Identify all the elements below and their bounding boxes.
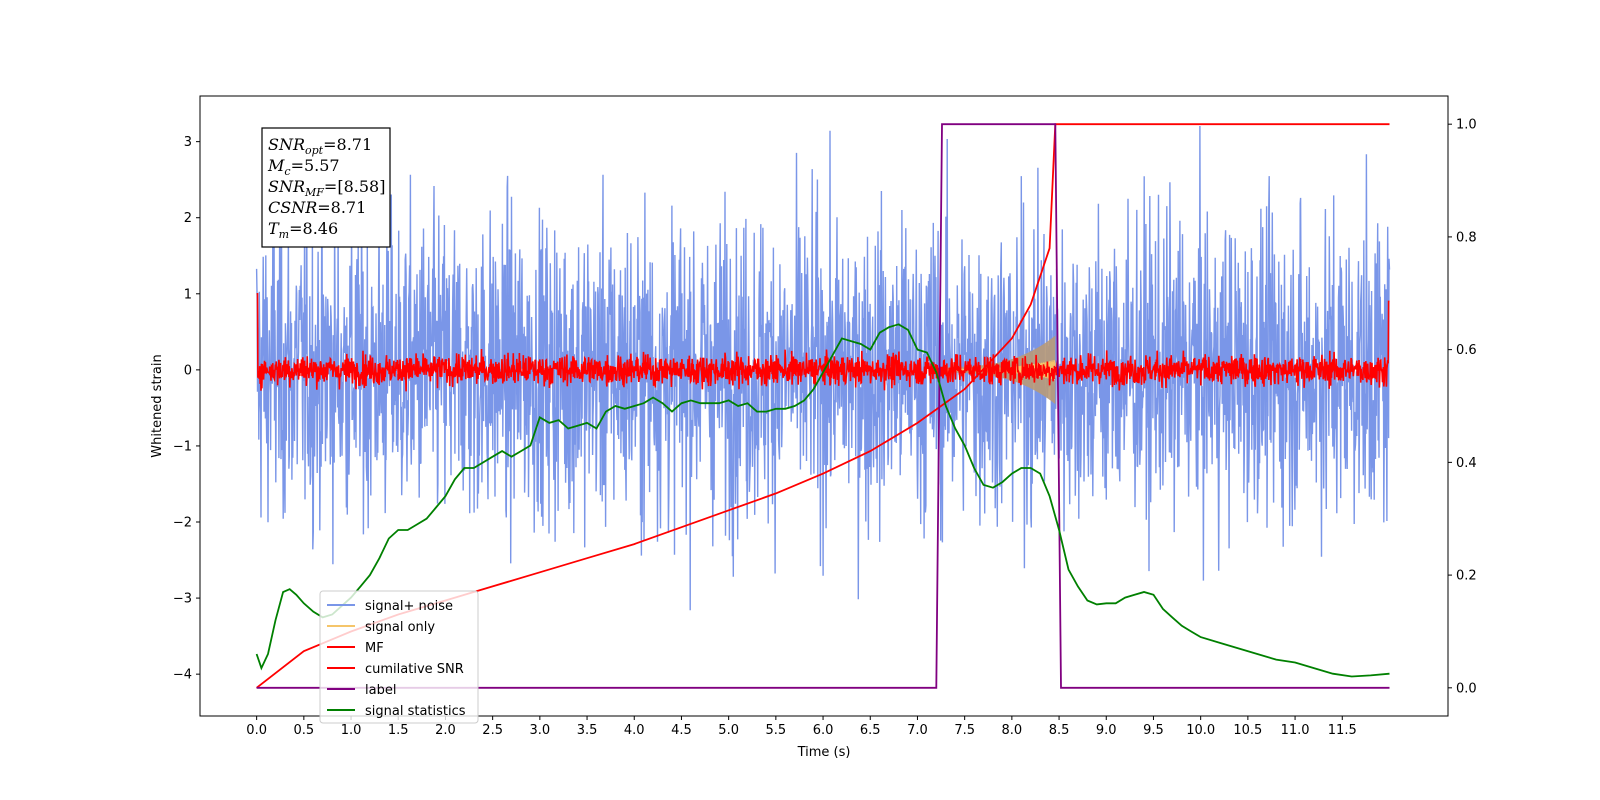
x-tick-label: 3.0 bbox=[530, 723, 551, 738]
x-tick-label: 11.5 bbox=[1328, 723, 1357, 738]
annotation-sub: m bbox=[279, 228, 289, 241]
annotation-line: SNRMF=[8.58] bbox=[268, 177, 385, 199]
annotation-sub: opt bbox=[305, 144, 324, 157]
annotation-value: =8.71 bbox=[317, 198, 366, 217]
x-tick-label: 9.0 bbox=[1096, 723, 1117, 738]
y-tick-label: −4 bbox=[173, 668, 192, 683]
series-line bbox=[256, 293, 1390, 392]
annotation-var: SNR bbox=[268, 177, 305, 196]
annotation-var: CSNR bbox=[268, 198, 317, 217]
series-line bbox=[256, 123, 1390, 689]
y-right-tick-label: 0.8 bbox=[1456, 230, 1477, 245]
annotation-value: =[8.58] bbox=[324, 177, 386, 196]
x-tick-label: 0.5 bbox=[293, 723, 314, 738]
y-tick-label: −3 bbox=[173, 592, 192, 607]
legend-item: signal statistics bbox=[327, 704, 466, 719]
x-tick-label: 5.0 bbox=[718, 723, 739, 738]
x-tick-label: 5.5 bbox=[766, 723, 787, 738]
annotation-sub: c bbox=[284, 165, 290, 178]
y-tick-label: −2 bbox=[173, 516, 192, 531]
legend-item: cumilative SNR bbox=[327, 662, 464, 677]
stats-annotation-box: SNRopt=8.71Mc=5.57SNRMF=[8.58]CSNR=8.71T… bbox=[261, 127, 391, 248]
annotation-line: SNRopt=8.71 bbox=[268, 135, 372, 157]
legend-item: label bbox=[327, 683, 396, 698]
annotation-line: Tm=8.46 bbox=[268, 219, 338, 241]
annotation-value: =5.57 bbox=[291, 156, 340, 175]
annotation-frame bbox=[261, 127, 391, 248]
x-tick-label: 10.5 bbox=[1233, 723, 1262, 738]
y-right-tick-label: 0.2 bbox=[1456, 569, 1477, 584]
annotation-var: M bbox=[267, 156, 285, 175]
x-tick-label: 0.0 bbox=[246, 723, 267, 738]
x-tick-label: 10.0 bbox=[1186, 723, 1215, 738]
annotation-var: SNR bbox=[268, 135, 305, 154]
x-tick-label: 4.5 bbox=[671, 723, 692, 738]
x-tick-label: 8.5 bbox=[1049, 723, 1070, 738]
x-tick-label: 2.0 bbox=[435, 723, 456, 738]
series-0 bbox=[255, 125, 1391, 611]
x-tick-label: 1.0 bbox=[341, 723, 362, 738]
y-right-tick-label: 1.0 bbox=[1456, 118, 1477, 133]
legend-item: signal only bbox=[327, 620, 435, 635]
x-tick-label: 11.0 bbox=[1281, 723, 1310, 738]
legend-label: signal only bbox=[365, 620, 435, 635]
legend-item: MF bbox=[327, 641, 384, 656]
x-tick-label: 7.0 bbox=[907, 723, 928, 738]
x-tick-label: 6.5 bbox=[860, 723, 881, 738]
y-right-tick-label: 0.6 bbox=[1456, 343, 1477, 358]
y-right-tick-label: 0.4 bbox=[1456, 456, 1477, 471]
series-line bbox=[255, 323, 1390, 678]
plot-frame bbox=[199, 95, 1449, 717]
x-tick-label: 4.0 bbox=[624, 723, 645, 738]
annotation-value: =8.71 bbox=[323, 135, 372, 154]
x-tick-label: 2.5 bbox=[482, 723, 503, 738]
series-line bbox=[255, 125, 1391, 611]
annotation-value: =8.46 bbox=[289, 219, 338, 238]
x-tick-label: 6.0 bbox=[813, 723, 834, 738]
y-tick-label: 1 bbox=[184, 287, 192, 302]
annotation-var: T bbox=[268, 219, 280, 238]
legend-label: signal statistics bbox=[365, 704, 466, 719]
x-tick-label: 3.5 bbox=[577, 723, 598, 738]
y-tick-label: −1 bbox=[173, 439, 192, 454]
series-5 bbox=[255, 323, 1390, 678]
legend-label: signal+ noise bbox=[365, 599, 453, 614]
legend: signal+ noise signal only MF cumilative SNR… bbox=[319, 590, 479, 724]
x-tick-label: 7.5 bbox=[954, 723, 975, 738]
y-tick-label: 3 bbox=[184, 135, 192, 150]
y-right-tick-label: 0.0 bbox=[1456, 681, 1477, 696]
legend-label: MF bbox=[365, 641, 384, 656]
series-2 bbox=[256, 293, 1390, 392]
legend-label: label bbox=[365, 683, 396, 698]
series-4 bbox=[256, 123, 1390, 689]
x-tick-label: 9.5 bbox=[1143, 723, 1164, 738]
x-tick-label: 8.0 bbox=[1002, 723, 1023, 738]
x-axis-label: Time (s) bbox=[797, 745, 851, 760]
y-tick-label: 2 bbox=[184, 211, 192, 226]
x-tick-label: 1.5 bbox=[388, 723, 409, 738]
legend-label: cumilative SNR bbox=[365, 662, 464, 677]
annotation-line: Mc=5.57 bbox=[267, 156, 340, 178]
legend-frame bbox=[319, 590, 479, 724]
y-axis-label: Whitened strain bbox=[150, 354, 165, 457]
annotation-line: CSNR=8.71 bbox=[268, 198, 366, 217]
annotation-sub: MF bbox=[304, 186, 324, 199]
legend-item: signal+ noise bbox=[327, 599, 453, 614]
y-tick-label: 0 bbox=[184, 363, 192, 378]
